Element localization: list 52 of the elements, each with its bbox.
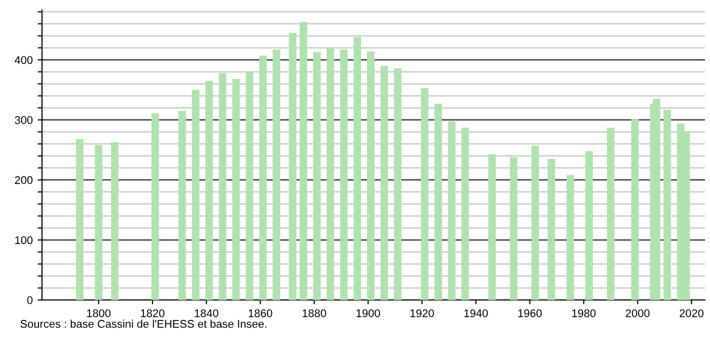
bar xyxy=(631,119,639,300)
bar xyxy=(380,66,388,300)
y-tick-label: 200 xyxy=(14,176,33,184)
x-tick-label: 1980 xyxy=(572,309,596,318)
x-tick-label: 1940 xyxy=(464,309,488,318)
bar xyxy=(434,104,442,300)
bar xyxy=(313,52,321,300)
bar xyxy=(300,22,308,300)
bar xyxy=(531,146,539,300)
y-tick-label: 100 xyxy=(15,236,33,244)
bar xyxy=(566,175,574,300)
source-note: Sources : base Cassini de l'EHESS et base Insee. xyxy=(20,320,266,328)
x-tick-label: 1820 xyxy=(140,309,164,318)
y-tick-label: 0 xyxy=(27,296,33,304)
bar xyxy=(461,128,469,300)
bar xyxy=(94,145,102,300)
bar xyxy=(394,68,402,300)
bar xyxy=(151,113,159,300)
bar xyxy=(76,139,84,300)
bar xyxy=(110,142,119,300)
bar xyxy=(663,110,672,300)
bar xyxy=(178,110,186,300)
bar xyxy=(205,80,213,300)
x-tick-label: 2000 xyxy=(626,309,650,318)
bar xyxy=(367,51,375,300)
bar xyxy=(326,47,334,300)
x-tick-label: 2020 xyxy=(680,309,704,318)
bar xyxy=(259,56,267,300)
y-tick-label: 300 xyxy=(14,116,33,124)
bar xyxy=(340,50,348,300)
bar xyxy=(192,90,200,300)
x-tick-label: 1960 xyxy=(518,309,542,318)
bar xyxy=(246,71,254,300)
bar xyxy=(218,73,226,300)
x-tick-label: 1800 xyxy=(87,309,111,318)
bar xyxy=(288,32,296,300)
bar xyxy=(548,158,556,300)
bar xyxy=(585,151,593,300)
x-tick-label: 1840 xyxy=(194,309,218,318)
bar xyxy=(488,154,496,300)
bar xyxy=(510,157,518,300)
x-tick-label: 1920 xyxy=(410,309,434,318)
bar xyxy=(354,37,362,300)
bar xyxy=(232,79,240,300)
x-tick-label: 1900 xyxy=(356,309,380,318)
bar xyxy=(448,121,456,300)
y-tick-label: 400 xyxy=(14,56,33,64)
x-tick-label: 1880 xyxy=(302,309,326,318)
bar xyxy=(272,50,280,300)
x-tick-label: 1860 xyxy=(248,309,272,318)
bar xyxy=(606,128,614,300)
bar xyxy=(420,88,428,300)
